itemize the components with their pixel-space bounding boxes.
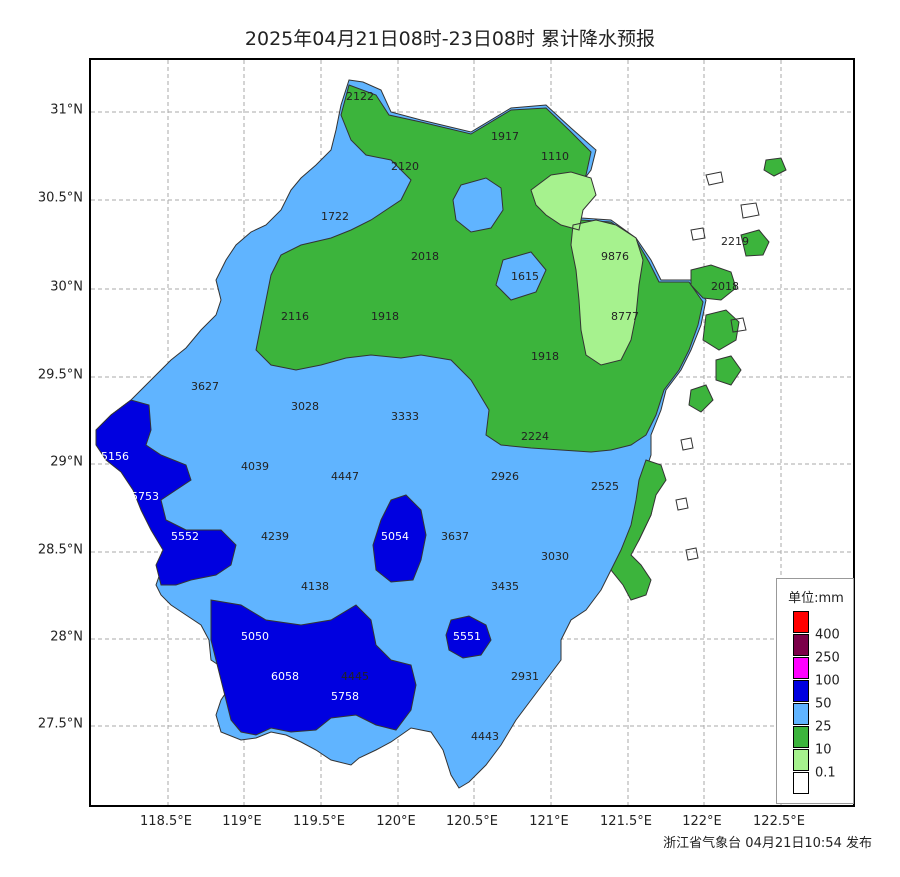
svg-text:6058: 6058 — [271, 670, 299, 683]
x-tick-120-5: 120.5°E — [446, 814, 498, 829]
legend-label-400: 400 — [815, 627, 840, 643]
legend-label-25: 25 — [815, 719, 832, 735]
legend-swatch-100 — [793, 657, 809, 679]
svg-text:5552: 5552 — [171, 530, 199, 543]
svg-text:1110: 1110 — [541, 150, 569, 163]
svg-text:3627: 3627 — [191, 380, 219, 393]
map-title: 2025年04月21日08时-23日08时 累计降水预报 — [244, 28, 656, 50]
y-tick-29-5: 29.5°N — [37, 367, 83, 383]
legend-label-50: 50 — [815, 696, 832, 712]
svg-text:1722: 1722 — [321, 210, 349, 223]
x-tick-119-5: 119.5°E — [293, 814, 345, 829]
svg-text:9876: 9876 — [601, 250, 629, 263]
y-tick-31: 31°N — [50, 102, 83, 118]
svg-text:4443: 4443 — [471, 730, 499, 743]
svg-text:3030: 3030 — [541, 550, 569, 563]
svg-text:2120: 2120 — [391, 160, 419, 173]
svg-text:2116: 2116 — [281, 310, 309, 323]
svg-text:3637: 3637 — [441, 530, 469, 543]
legend-swatch-250 — [793, 634, 809, 656]
svg-text:4039: 4039 — [241, 460, 269, 473]
svg-text:2219: 2219 — [721, 235, 749, 248]
legend-title: 单位:mm — [788, 591, 844, 606]
x-tick-118-5: 118.5°E — [140, 814, 192, 829]
svg-text:4138: 4138 — [301, 580, 329, 593]
y-tick-28-5: 28.5°N — [37, 542, 83, 558]
svg-text:8777: 8777 — [611, 310, 639, 323]
svg-text:3028: 3028 — [291, 400, 319, 413]
svg-text:1615: 1615 — [511, 270, 539, 283]
islands — [688, 157, 787, 413]
publish-footer: 浙江省气象台 04月21日10:54 发布 — [663, 836, 872, 851]
station-values-heavy: 5156 5753 5552 5050 6058 5758 5054 5551 — [101, 450, 481, 703]
svg-text:2931: 2931 — [511, 670, 539, 683]
green-zone-east — [610, 459, 667, 601]
svg-text:2018: 2018 — [411, 250, 439, 263]
svg-text:3435: 3435 — [491, 580, 519, 593]
heavy-zone-central — [372, 494, 427, 583]
svg-text:5551: 5551 — [453, 630, 481, 643]
svg-text:2224: 2224 — [521, 430, 549, 443]
svg-text:1918: 1918 — [371, 310, 399, 323]
legend: 单位:mm 400 250 100 50 25 10 0.1 — [776, 578, 854, 804]
legend-swatch-25 — [793, 703, 809, 725]
svg-text:5156: 5156 — [101, 450, 129, 463]
legend-label-0-1: 0.1 — [815, 765, 836, 781]
legend-swatch-none — [793, 772, 809, 794]
legend-swatch-50 — [793, 680, 809, 702]
legend-swatch-10 — [793, 726, 809, 748]
svg-text:5054: 5054 — [381, 530, 409, 543]
x-tick-122-5: 122.5°E — [753, 814, 805, 829]
legend-label-100: 100 — [815, 673, 840, 689]
svg-text:2122: 2122 — [346, 90, 374, 103]
precip-map: 2122 2120 1917 1110 1722 2018 1615 9876 … — [91, 60, 853, 805]
legend-label-250: 250 — [815, 650, 840, 666]
x-tick-120: 120°E — [376, 814, 416, 829]
map-frame: 2122 2120 1917 1110 1722 2018 1615 9876 … — [89, 58, 855, 807]
svg-text:2018: 2018 — [711, 280, 739, 293]
legend-swatch-0-1 — [793, 749, 809, 771]
x-tick-119: 119°E — [222, 814, 262, 829]
y-tick-30-5: 30.5°N — [37, 190, 83, 206]
x-tick-121: 121°E — [529, 814, 569, 829]
svg-text:1918: 1918 — [531, 350, 559, 363]
svg-text:4445: 4445 — [341, 670, 369, 683]
svg-text:5753: 5753 — [131, 490, 159, 503]
svg-text:1917: 1917 — [491, 130, 519, 143]
y-tick-30: 30°N — [50, 279, 83, 295]
svg-text:2926: 2926 — [491, 470, 519, 483]
svg-text:2525: 2525 — [591, 480, 619, 493]
y-tick-29: 29°N — [50, 454, 83, 470]
heavy-zone-southwest — [210, 599, 417, 736]
heavy-zone-west — [95, 399, 237, 586]
x-tick-122: 122°E — [682, 814, 722, 829]
svg-text:4239: 4239 — [261, 530, 289, 543]
station-values: 2122 2120 1917 1110 1722 2018 1615 9876 … — [191, 90, 749, 743]
y-tick-28: 28°N — [50, 629, 83, 645]
small-islands — [675, 171, 760, 561]
svg-text:3333: 3333 — [391, 410, 419, 423]
x-tick-121-5: 121.5°E — [600, 814, 652, 829]
blue-patch-north — [452, 177, 547, 301]
y-tick-27-5: 27.5°N — [37, 716, 83, 732]
svg-text:5758: 5758 — [331, 690, 359, 703]
legend-label-10: 10 — [815, 742, 832, 758]
svg-text:4447: 4447 — [331, 470, 359, 483]
svg-text:5050: 5050 — [241, 630, 269, 643]
light-green-zone — [530, 171, 644, 366]
legend-swatch-400 — [793, 611, 809, 633]
heavy-zone-south — [445, 615, 492, 659]
